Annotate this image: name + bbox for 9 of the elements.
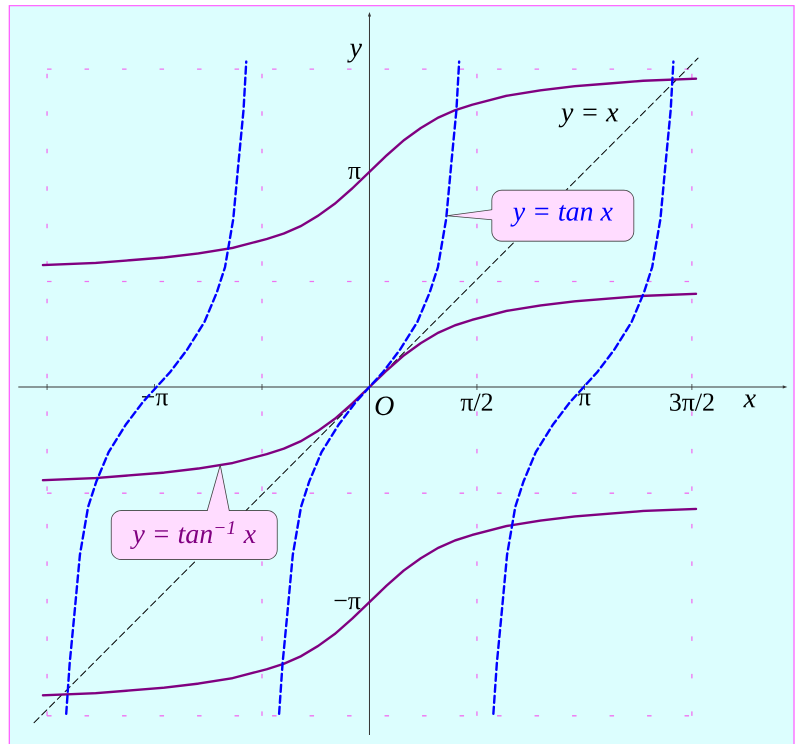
annotation: O [376,396,394,416]
x-tick-label: 3π/2 [670,393,714,411]
x-axis-title: x [743,394,756,408]
x-tick-label: π/2 [460,393,492,411]
annotation: y = x [558,108,618,128]
x-tick-label: π [578,394,591,406]
y-axis-title: y [347,44,362,63]
annotation: y = tan x [510,204,613,227]
annotation: y = tan$^{−1}$ x [130,521,256,550]
